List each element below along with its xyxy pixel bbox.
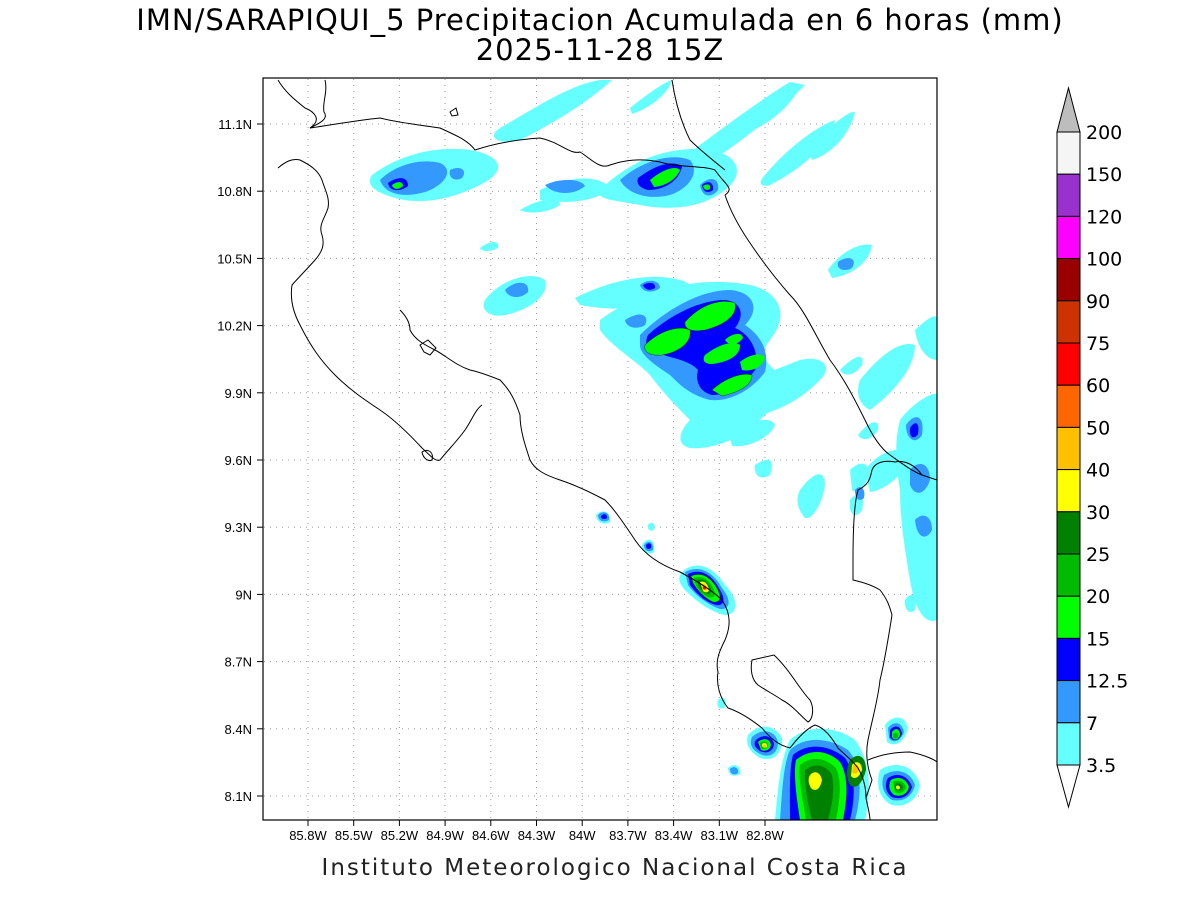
lat-tick-label: 10.2N [217,319,252,334]
precipitation-field [277,79,937,820]
lon-tick-label: 84.3W [518,828,556,843]
colorbar-segment [1056,595,1081,639]
lon-tick-label: 83.4W [655,828,693,843]
lon-tick-label: 85.2W [381,828,419,843]
lat-tick-label: 9.6N [225,453,252,468]
lon-tick-label: 85.8W [289,828,327,843]
colorbar-segment [1056,511,1081,555]
colorbar-segment [1056,258,1081,302]
colorbar-label: 120 [1086,206,1122,228]
lat-tick-label: 9N [235,587,252,602]
map-frame [262,77,938,821]
colorbar-segment [1056,342,1081,386]
map-valid-time: 2025-11-28 15Z [475,33,725,67]
colorbar-bottom-arrow [1056,764,1081,809]
colorbar-label: 150 [1086,164,1122,186]
lon-tick-label: 83.1W [701,828,739,843]
coastline [277,79,937,820]
lon-tick-label: 84.6W [472,828,510,843]
lat-tick-label: 10.5N [217,251,252,266]
colorbar-segment [1056,173,1081,217]
precip-contours [644,301,753,603]
longitude-axis: 85.8W 85.5W 85.2W 84.9W 84.6W 84.3W 84W 83.7W 83… [289,820,785,843]
latitude-axis: 11.1N 10.8N 10.5N 10.2N 9.9N 9.6N 9.3N 9N 8.7N 8.… [217,117,263,804]
lat-tick-label: 11.1N [218,117,252,132]
colorbar-segment [1056,637,1081,682]
colorbar-label: 200 [1086,122,1122,144]
colorbar-segment [1056,469,1081,513]
colorbar-segment [1056,426,1081,471]
lat-tick-label: 8.4N [225,722,252,737]
colorbar-segment [1056,384,1081,428]
colorbar-label: 75 [1086,333,1110,355]
lat-tick-label: 10.8N [217,184,252,199]
colorbar-segment [1056,680,1081,724]
colorbar-segment [1056,300,1081,344]
lat-tick-label: 9.3N [225,520,252,535]
colorbar-label: 60 [1086,375,1110,397]
lat-tick-label: 8.7N [225,655,252,670]
colorbar-label: 20 [1086,586,1110,608]
lon-tick-label: 85.5W [335,828,373,843]
lat-tick-label: 8.1N [225,789,252,804]
map-title: IMN/SARAPIQUI_5 Precipitacion Acumulada … [136,3,1064,37]
colorbar-segment [1056,553,1081,597]
lon-tick-label: 83.7W [609,828,647,843]
colorbar-label: 12.5 [1086,671,1128,693]
colorbar-top-arrow [1056,86,1081,133]
map-area [263,78,937,820]
colorbar-segment [1056,722,1081,766]
colorbar-label: 3.5 [1086,755,1116,777]
colorbar: 200 150 120 100 90 75 60 50 40 30 25 20 15 12.5 7 3.5 [1056,86,1128,809]
colorbar-segment [1056,215,1081,260]
lon-tick-label: 84.9W [426,828,464,843]
colorbar-label: 15 [1086,628,1110,650]
colorbar-label: 100 [1086,249,1122,271]
colorbar-label: 40 [1086,460,1110,482]
colorbar-label: 25 [1086,544,1110,566]
lat-tick-label: 9.9N [225,386,252,401]
colorbar-segment [1056,131,1081,175]
credit-text: Instituto Meteorologico Nacional Costa R… [321,855,909,881]
colorbar-label: 30 [1086,502,1110,524]
lon-tick-label: 84W [569,828,596,843]
colorbar-label: 90 [1086,291,1110,313]
lon-tick-label: 82.8W [746,828,784,843]
colorbar-label: 50 [1086,417,1110,439]
colorbar-label: 7 [1086,713,1098,735]
